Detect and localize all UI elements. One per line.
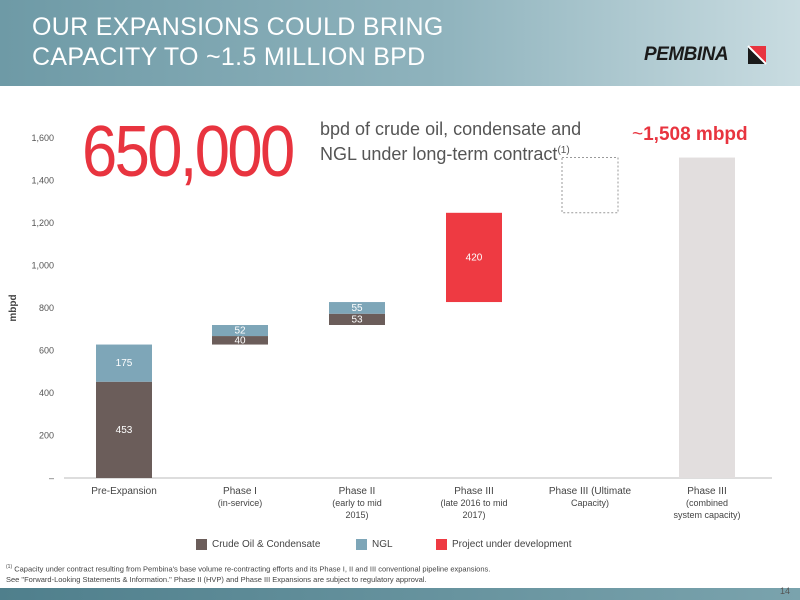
y-axis-title: mbpd xyxy=(8,294,19,321)
footnote-line-2: See "Forward-Looking Statements & Inform… xyxy=(6,574,427,584)
combined-capacity-callout: ~1,508 mbpd xyxy=(632,124,748,146)
y-tick-label: 1,200 xyxy=(31,218,54,228)
big-number-desc-text: bpd of crude oil, condensate and NGL und… xyxy=(320,119,582,164)
data-label: 52 xyxy=(234,326,246,337)
capacity-chart: – 200 400 600 800 1,000 1,200 1,400 1,600 mbpd 453… xyxy=(8,133,772,520)
y-tick-label: 400 xyxy=(39,388,54,398)
legend-label-project: Project under development xyxy=(452,539,572,550)
big-number: 650,000 xyxy=(82,112,295,192)
data-label: 175 xyxy=(116,358,133,369)
title-line-2: CAPACITY TO ~1.5 MILLION BPD xyxy=(32,43,426,71)
footnote-text-1: Capacity under contract resulting from P… xyxy=(14,564,491,574)
y-tick-label: 1,400 xyxy=(31,176,54,186)
pembina-logo: PEMBINA xyxy=(640,42,772,70)
bar-segment xyxy=(446,212,502,303)
x-category-label: (combined xyxy=(686,498,728,508)
x-category-label: (in-service) xyxy=(218,498,263,508)
legend-swatch-ngl xyxy=(356,539,367,550)
y-tick-label: 1,000 xyxy=(31,261,54,271)
slide-title: OUR EXPANSIONS COULD BRING CAPACITY TO ~… xyxy=(32,12,444,72)
y-tick-label: 1,600 xyxy=(31,133,54,143)
legend-label-ngl: NGL xyxy=(372,539,393,550)
footnote-marker: (1) xyxy=(6,564,13,570)
footnote-line-1: (1) Capacity under contract resulting fr… xyxy=(6,562,766,575)
logo-text: PEMBINA xyxy=(644,44,729,65)
x-category-label: Phase I xyxy=(223,486,257,497)
bottom-bar xyxy=(0,588,800,600)
x-category-label: 2017) xyxy=(462,510,485,520)
title-line-1: OUR EXPANSIONS COULD BRING xyxy=(32,13,444,41)
x-category-label: Phase III (Ultimate xyxy=(549,486,632,497)
x-category-label: Phase III xyxy=(454,486,493,497)
y-tick-label: 200 xyxy=(39,431,54,441)
bar-segment xyxy=(329,313,385,325)
slide-header: OUR EXPANSIONS COULD BRING CAPACITY TO ~… xyxy=(0,0,800,86)
x-category-label: Phase II xyxy=(339,486,376,497)
x-category-label: system capacity) xyxy=(673,510,740,520)
legend-swatch-crude xyxy=(196,539,207,550)
bar-segment xyxy=(96,344,152,382)
x-category-label: 2015) xyxy=(345,510,368,520)
x-category-label: Phase III xyxy=(687,486,726,497)
data-label: 55 xyxy=(351,303,363,314)
callout-tilde: ~ xyxy=(632,124,644,145)
data-label: 420 xyxy=(466,252,483,263)
data-label: 453 xyxy=(116,425,133,436)
big-number-footnote-ref: (1) xyxy=(557,145,570,156)
bar-segment xyxy=(96,381,152,478)
x-category-label: (late 2016 to mid xyxy=(440,498,507,508)
x-category-label: Pre-Expansion xyxy=(91,486,157,497)
legend-swatch-project xyxy=(436,539,447,550)
page-number: 14 xyxy=(779,586,790,596)
y-tick-label: 600 xyxy=(39,346,54,356)
x-category-label: (early to mid xyxy=(332,498,382,508)
x-category-label: Capacity) xyxy=(571,498,609,508)
bar-segment xyxy=(212,325,268,337)
y-tick-label: 800 xyxy=(39,303,54,313)
callout-value: 1,508 mbpd xyxy=(643,124,748,145)
bar-segment xyxy=(212,336,268,345)
data-label: 40 xyxy=(234,335,246,346)
bar-segment xyxy=(561,157,619,214)
y-tick-label: – xyxy=(49,473,54,483)
bar-segment xyxy=(679,157,735,479)
big-number-description: bpd of crude oil, condensate and NGL und… xyxy=(320,118,590,165)
footnote: (1) Capacity under contract resulting fr… xyxy=(6,562,766,585)
bar-segment xyxy=(329,302,385,314)
logo-mark-icon xyxy=(747,45,767,65)
legend-label-crude: Crude Oil & Condensate xyxy=(212,539,321,550)
data-label: 53 xyxy=(351,314,363,325)
